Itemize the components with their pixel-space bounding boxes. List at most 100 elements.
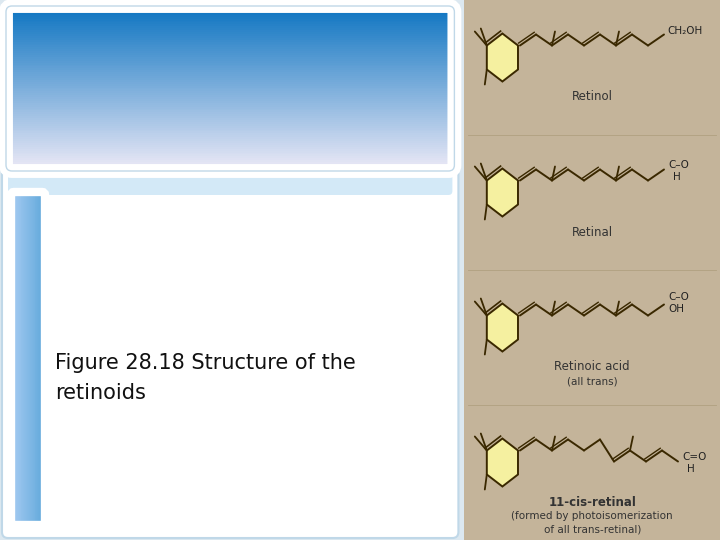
Bar — [12, 101, 449, 104]
Bar — [12, 127, 449, 131]
Bar — [25, 195, 27, 522]
Bar — [12, 109, 449, 111]
Bar — [12, 49, 449, 52]
Text: Retinol: Retinol — [572, 91, 613, 104]
Bar — [17, 195, 18, 522]
Bar — [12, 112, 449, 115]
Text: of all trans-retinal): of all trans-retinal) — [544, 524, 641, 534]
Bar — [12, 145, 449, 148]
Bar — [12, 66, 449, 69]
Bar — [12, 133, 449, 136]
Text: H: H — [673, 172, 680, 181]
Text: CH₂OH: CH₂OH — [667, 26, 702, 37]
Bar — [12, 124, 449, 127]
Bar — [14, 195, 15, 522]
Bar — [12, 38, 449, 40]
Bar — [12, 24, 449, 28]
Bar — [37, 195, 38, 522]
Bar — [12, 130, 449, 132]
Bar — [12, 48, 449, 50]
Text: Figure 28.18 Structure of the: Figure 28.18 Structure of the — [55, 353, 356, 373]
Text: OH: OH — [668, 305, 684, 314]
Bar — [12, 97, 449, 100]
Polygon shape — [487, 303, 518, 352]
Bar — [12, 23, 449, 25]
Bar — [12, 118, 449, 121]
Bar — [39, 195, 40, 522]
Polygon shape — [487, 168, 518, 217]
Bar — [12, 78, 449, 81]
Bar — [12, 84, 449, 86]
Bar — [12, 157, 449, 159]
Bar — [12, 116, 449, 119]
Bar — [12, 15, 449, 18]
Bar — [12, 80, 449, 83]
Bar — [12, 85, 449, 89]
Bar — [12, 148, 449, 152]
Bar — [12, 93, 449, 96]
Bar — [12, 59, 449, 62]
Bar — [12, 69, 449, 71]
Bar — [12, 122, 449, 125]
Bar — [12, 42, 449, 44]
Bar — [38, 195, 40, 522]
Bar — [16, 195, 17, 522]
Bar — [18, 195, 19, 522]
Text: retinoids: retinoids — [55, 383, 146, 403]
Bar — [12, 13, 449, 16]
Bar — [12, 141, 449, 144]
Bar — [12, 32, 449, 35]
Bar — [12, 139, 449, 142]
Bar — [12, 11, 449, 14]
Bar — [12, 45, 449, 49]
Bar — [27, 195, 29, 522]
Bar — [12, 99, 449, 102]
Bar — [21, 195, 22, 522]
Bar — [12, 60, 449, 64]
Bar — [12, 55, 449, 58]
Bar — [34, 195, 35, 522]
Bar — [29, 195, 30, 522]
Bar — [12, 120, 449, 123]
Bar — [12, 19, 449, 22]
Polygon shape — [487, 438, 518, 487]
Text: C–O: C–O — [668, 293, 689, 302]
Bar — [28, 195, 30, 522]
Bar — [12, 76, 449, 79]
Bar — [12, 74, 449, 77]
Text: (all trans): (all trans) — [567, 376, 618, 386]
Bar — [12, 152, 449, 156]
Bar — [12, 63, 449, 65]
Bar — [12, 103, 449, 106]
Bar — [12, 53, 449, 56]
Bar — [12, 70, 449, 73]
Bar — [12, 162, 449, 165]
Bar — [12, 147, 449, 150]
Bar — [41, 195, 42, 522]
Bar — [12, 87, 449, 90]
Bar — [35, 195, 36, 522]
Bar — [12, 21, 449, 23]
Text: Retinoic acid: Retinoic acid — [554, 361, 630, 374]
FancyBboxPatch shape — [2, 2, 459, 538]
Polygon shape — [487, 33, 518, 82]
Bar — [31, 195, 32, 522]
Bar — [26, 195, 27, 522]
Bar — [12, 57, 449, 60]
Bar — [464, 0, 720, 540]
Bar — [12, 154, 449, 157]
Bar — [12, 95, 449, 98]
Bar — [12, 39, 449, 43]
Bar — [12, 17, 449, 19]
Bar — [22, 195, 24, 522]
Bar — [23, 195, 24, 522]
Bar — [12, 65, 449, 68]
Bar — [12, 143, 449, 146]
FancyBboxPatch shape — [8, 165, 452, 195]
Bar — [12, 28, 449, 31]
Bar — [32, 195, 33, 522]
Text: H: H — [687, 463, 695, 474]
Bar — [12, 36, 449, 39]
Text: (formed by photoisomerization: (formed by photoisomerization — [511, 511, 673, 521]
Bar — [35, 195, 37, 522]
